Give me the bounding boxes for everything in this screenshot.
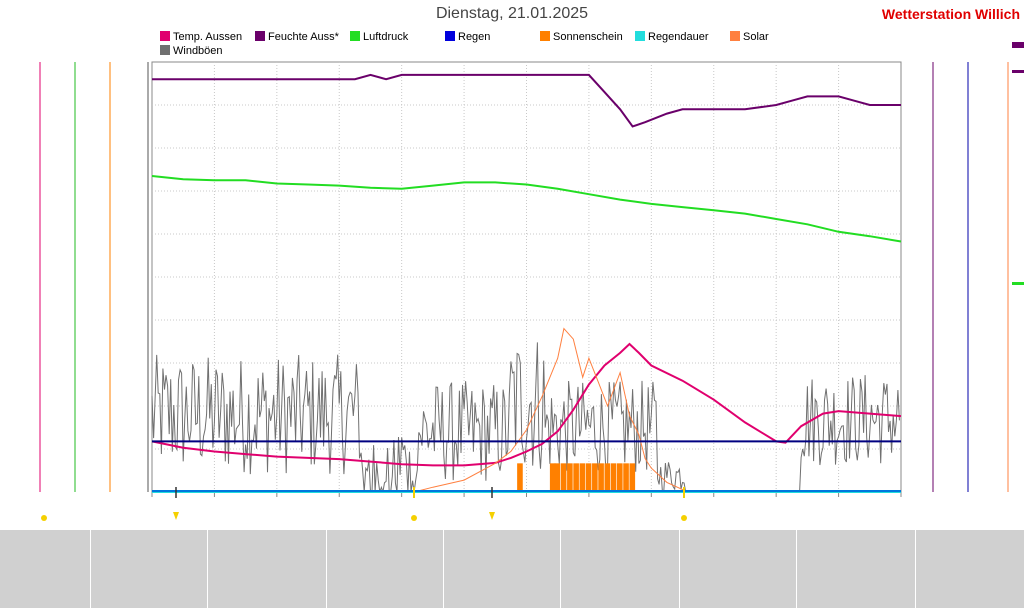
sun-icon	[681, 515, 687, 521]
sunshine-bar	[585, 463, 592, 492]
legend-swatch	[255, 31, 265, 41]
legend-label: Regendauer	[648, 31, 709, 43]
moon-icon	[489, 512, 495, 520]
table-divider	[915, 530, 916, 608]
legend-swatch	[160, 45, 170, 55]
moon-icon	[173, 512, 179, 520]
sun-icon	[411, 515, 417, 521]
scroll-handle-3[interactable]	[1012, 282, 1024, 285]
table-divider	[207, 530, 208, 608]
sunshine-bar	[598, 463, 604, 492]
legend-item: Sonnenschein	[540, 31, 623, 43]
sunshine-bar	[604, 463, 611, 492]
sunshine-bar	[560, 463, 567, 492]
sunshine-bar	[573, 463, 579, 492]
series-line	[152, 73, 901, 128]
legend-label: Feuchte Auss*	[268, 31, 339, 43]
table-divider	[796, 530, 797, 608]
chart-title: Dienstag, 21.01.2025	[435, 5, 589, 22]
legend-label: Windböen	[173, 45, 223, 57]
sunshine-bar	[579, 463, 586, 492]
table-divider	[679, 530, 680, 608]
legend-label: Regen	[458, 31, 491, 43]
sunshine-bar	[629, 463, 636, 492]
legend-item: Feuchte Auss*	[255, 31, 339, 43]
legend-swatch	[540, 31, 550, 41]
legend-item: Windböen	[160, 45, 223, 57]
series-line	[151, 175, 902, 243]
legend-label: Luftdruck	[363, 31, 409, 43]
sunshine-bar	[517, 463, 523, 492]
legend-swatch	[160, 31, 170, 41]
legend-item: Luftdruck	[350, 31, 408, 43]
legend-label: Solar	[743, 31, 769, 43]
sunshine-bar	[623, 463, 629, 492]
legend-swatch	[635, 31, 645, 41]
legend-item: Temp. Aussen	[160, 31, 242, 43]
sun-icon	[41, 515, 47, 521]
chart-plot	[39, 61, 1009, 521]
table-divider	[443, 530, 444, 608]
table-divider	[326, 530, 327, 608]
sunshine-bar	[567, 463, 573, 492]
legend-swatch	[730, 31, 740, 41]
table-divider	[90, 530, 91, 608]
station-name[interactable]: Wetterstation Willich	[881, 6, 1020, 22]
scroll-handle-2[interactable]	[1012, 70, 1024, 73]
sunshine-bar	[610, 463, 617, 492]
table-divider	[560, 530, 561, 608]
legend-item: Regen	[445, 31, 490, 43]
legend-label: Sonnenschein	[553, 31, 623, 43]
sunshine-bar	[592, 463, 598, 492]
legend-item: Regendauer	[635, 31, 709, 43]
summary-table	[0, 530, 1024, 608]
sunshine-bar	[617, 463, 623, 492]
legend-swatch	[445, 31, 455, 41]
sunshine-bar	[554, 463, 561, 492]
sunshine-bar	[549, 463, 556, 492]
legend-item: Solar	[730, 31, 769, 43]
legend-label: Temp. Aussen	[173, 31, 243, 43]
legend-swatch	[350, 31, 360, 41]
scroll-handle[interactable]	[1012, 42, 1024, 48]
series-line	[414, 327, 686, 493]
